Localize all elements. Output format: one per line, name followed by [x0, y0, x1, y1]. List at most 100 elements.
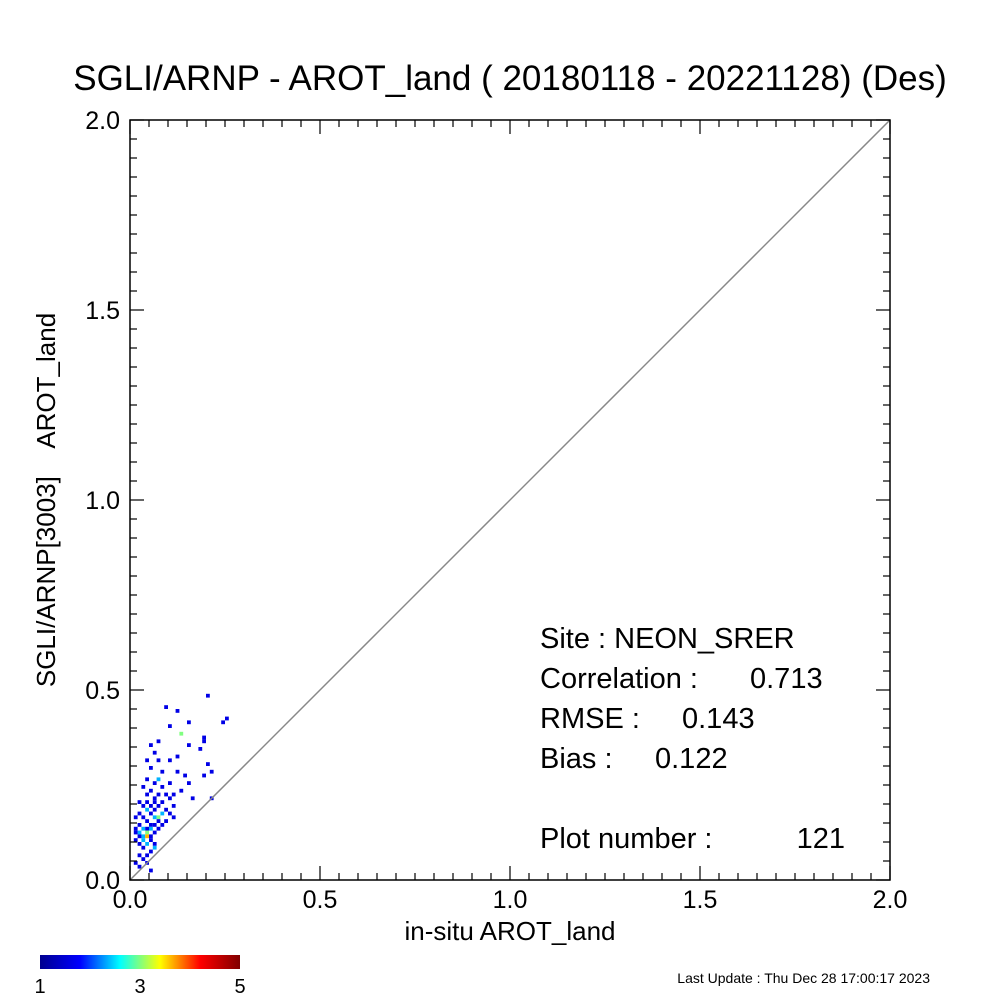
density-cell	[141, 785, 146, 789]
density-cell	[149, 838, 153, 842]
density-cell	[141, 826, 146, 831]
density-cell	[225, 716, 229, 721]
density-cell	[149, 849, 153, 854]
density-cell	[149, 823, 153, 827]
site-text: Site : NEON_SRER	[540, 623, 795, 655]
density-cell	[152, 781, 157, 785]
density-cell	[141, 804, 146, 808]
density-cell	[202, 739, 206, 744]
density-cell	[198, 747, 203, 751]
density-cell	[171, 792, 176, 797]
density-cell	[175, 709, 180, 713]
density-cell	[149, 766, 153, 770]
colorbar-gradient	[40, 955, 240, 969]
y-tick-label: 1.0	[85, 487, 120, 515]
density-cell	[156, 804, 161, 808]
density-cell	[168, 724, 172, 728]
density-cell	[145, 807, 149, 812]
density-cell	[141, 857, 146, 861]
density-cell	[164, 819, 168, 823]
density-cell	[145, 842, 149, 846]
one-to-one-line	[129, 119, 891, 881]
density-cell	[152, 800, 157, 804]
density-cell	[206, 762, 210, 766]
axis-ticks	[129, 119, 891, 881]
colorbar-label-min: 1	[34, 976, 45, 998]
density-cell	[221, 720, 225, 725]
density-cell	[156, 792, 161, 797]
density-cell	[137, 830, 142, 835]
density-cells	[133, 693, 229, 873]
density-cell	[187, 743, 191, 747]
density-cell	[141, 838, 146, 842]
density-cell	[156, 758, 161, 763]
correlation-label: Correlation :	[540, 663, 698, 695]
x-tick-labels: 0.0 0.5 1.0 1.5 2.0	[113, 886, 908, 914]
density-cell	[152, 807, 157, 812]
density-cell	[149, 743, 153, 747]
plot-number-label: Plot number :	[540, 823, 712, 855]
density-cell	[202, 773, 206, 778]
x-tick-label: 0.5	[303, 886, 338, 914]
density-cell	[160, 811, 165, 816]
density-cell	[145, 800, 149, 804]
density-cell	[164, 792, 168, 797]
density-cell	[145, 758, 149, 763]
y-tick-label: 1.5	[85, 297, 120, 325]
density-cell	[149, 826, 153, 831]
y-tick-label: 2.0	[85, 107, 120, 135]
density-cell	[168, 811, 172, 816]
density-cell	[137, 800, 142, 804]
density-cell	[149, 811, 153, 816]
density-cell	[164, 807, 168, 812]
density-cell	[168, 758, 172, 763]
chart-title: SGLI/ARNP - AROT_land ( 20180118 - 20221…	[73, 59, 947, 98]
density-cell	[190, 796, 195, 801]
density-cell	[141, 834, 146, 839]
density-cell	[133, 861, 138, 865]
x-tick-label: 2.0	[873, 886, 908, 914]
density-cell	[152, 796, 157, 801]
density-cell	[137, 853, 142, 858]
density-cell	[137, 834, 142, 839]
x-tick-label: 1.5	[683, 886, 718, 914]
density-cell	[175, 754, 180, 759]
density-cell	[179, 788, 184, 793]
y-axis-label: SGLI/ARNP[3003] AROT_land	[31, 313, 61, 687]
density-cell	[160, 823, 165, 827]
rmse-value: 0.143	[682, 703, 755, 735]
density-cell	[152, 842, 157, 846]
stats-panel: Site : NEON_SRER Correlation : 0.713 RMS…	[540, 623, 845, 855]
density-cell	[206, 693, 210, 698]
density-cell	[152, 750, 157, 755]
correlation-value: 0.713	[750, 663, 823, 695]
density-cell	[156, 815, 161, 820]
density-cell	[133, 826, 138, 831]
density-cell	[149, 788, 153, 793]
density-cell	[156, 739, 161, 744]
x-tick-label: 0.0	[113, 886, 148, 914]
density-cell	[137, 842, 142, 846]
density-cell	[160, 800, 165, 804]
x-tick-label: 1.0	[493, 886, 528, 914]
density-cell	[156, 826, 161, 831]
y-tick-labels: 0.0 0.5 1.0 1.5 2.0	[85, 107, 120, 895]
density-cell	[152, 830, 157, 835]
density-cell	[137, 811, 142, 816]
density-cell	[133, 815, 138, 820]
colorbar-label-max: 5	[234, 976, 245, 998]
density-cell	[160, 785, 165, 789]
density-cell	[149, 804, 153, 808]
density-cell	[152, 815, 157, 820]
density-cell	[152, 823, 157, 827]
density-cell	[156, 777, 161, 782]
density-cell	[187, 720, 191, 725]
density-cell	[164, 705, 168, 709]
density-cell	[156, 819, 161, 823]
density-cell	[187, 781, 191, 785]
density-cell	[137, 864, 142, 869]
density-cell	[133, 830, 138, 835]
density-cell	[141, 815, 146, 820]
density-cell	[168, 781, 172, 785]
